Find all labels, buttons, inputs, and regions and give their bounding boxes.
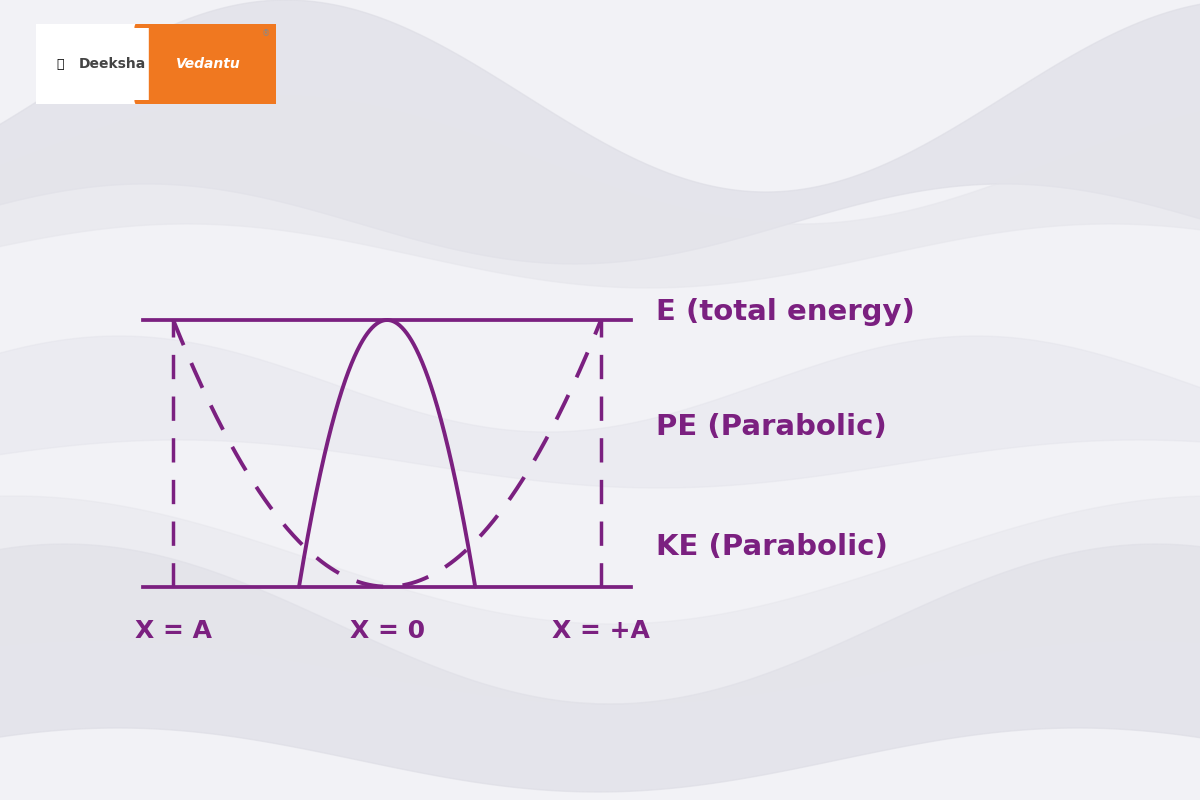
Text: Deeksha: Deeksha <box>79 57 146 71</box>
FancyBboxPatch shape <box>38 28 149 100</box>
Text: Vedantu: Vedantu <box>176 57 241 71</box>
Text: ®: ® <box>263 30 270 38</box>
Text: PE (Parabolic): PE (Parabolic) <box>656 413 887 441</box>
Text: 🔥: 🔥 <box>56 58 64 70</box>
FancyBboxPatch shape <box>29 20 278 108</box>
Text: X = A: X = A <box>134 618 211 642</box>
Text: X = 0: X = 0 <box>349 618 425 642</box>
FancyBboxPatch shape <box>134 20 278 108</box>
Text: E (total energy): E (total energy) <box>656 298 916 326</box>
Text: X = +A: X = +A <box>552 618 650 642</box>
Text: KE (Parabolic): KE (Parabolic) <box>656 533 888 561</box>
